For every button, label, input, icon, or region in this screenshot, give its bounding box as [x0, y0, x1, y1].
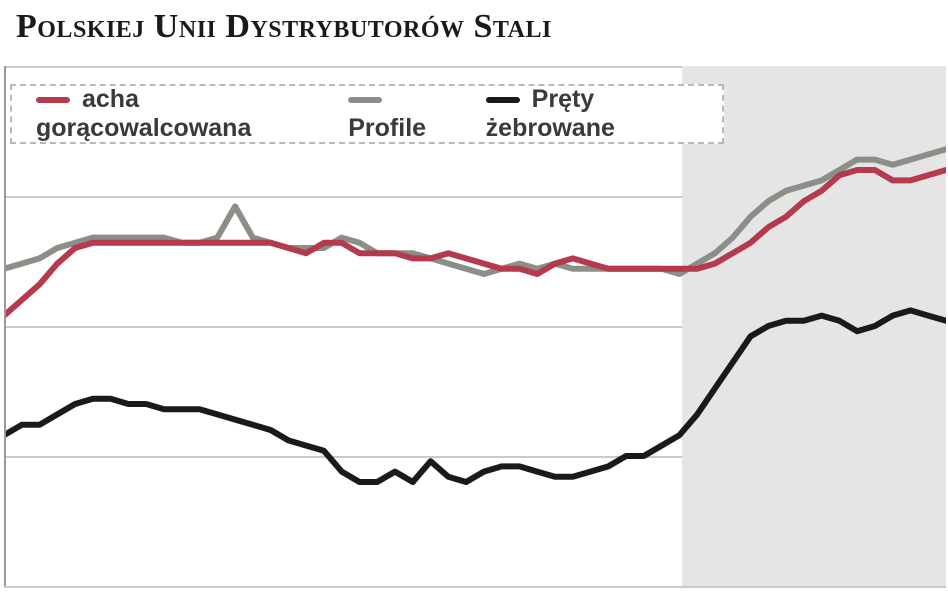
- chart-lines: [4, 66, 946, 586]
- legend-label: Pręty żebrowane: [486, 85, 615, 142]
- chart-container: { "title": { "text": "Polskiej Unii Dyst…: [0, 0, 948, 593]
- y-axis-line: [4, 66, 6, 586]
- legend: acha gorącowalcowana Profile Pręty żebrowa…: [10, 84, 724, 144]
- legend-item: Profile: [348, 85, 455, 143]
- legend-swatch: [36, 97, 70, 103]
- legend-swatch: [348, 97, 382, 103]
- chart-title: Polskiej Unii Dystrybutorów Stali: [16, 8, 552, 46]
- legend-swatch: [486, 97, 520, 103]
- plot-area: [4, 66, 946, 586]
- legend-label: Profile: [348, 114, 426, 142]
- series-line-profile: [4, 149, 946, 274]
- series-line-blacha-goracowalcowana: [4, 170, 946, 316]
- legend-label: acha gorącowalcowana: [36, 85, 251, 142]
- grid-line: [4, 586, 946, 588]
- series-line-prety-zebrowane: [4, 310, 946, 482]
- legend-item: Pręty żebrowane: [486, 85, 698, 143]
- legend-item: acha gorącowalcowana: [36, 85, 318, 143]
